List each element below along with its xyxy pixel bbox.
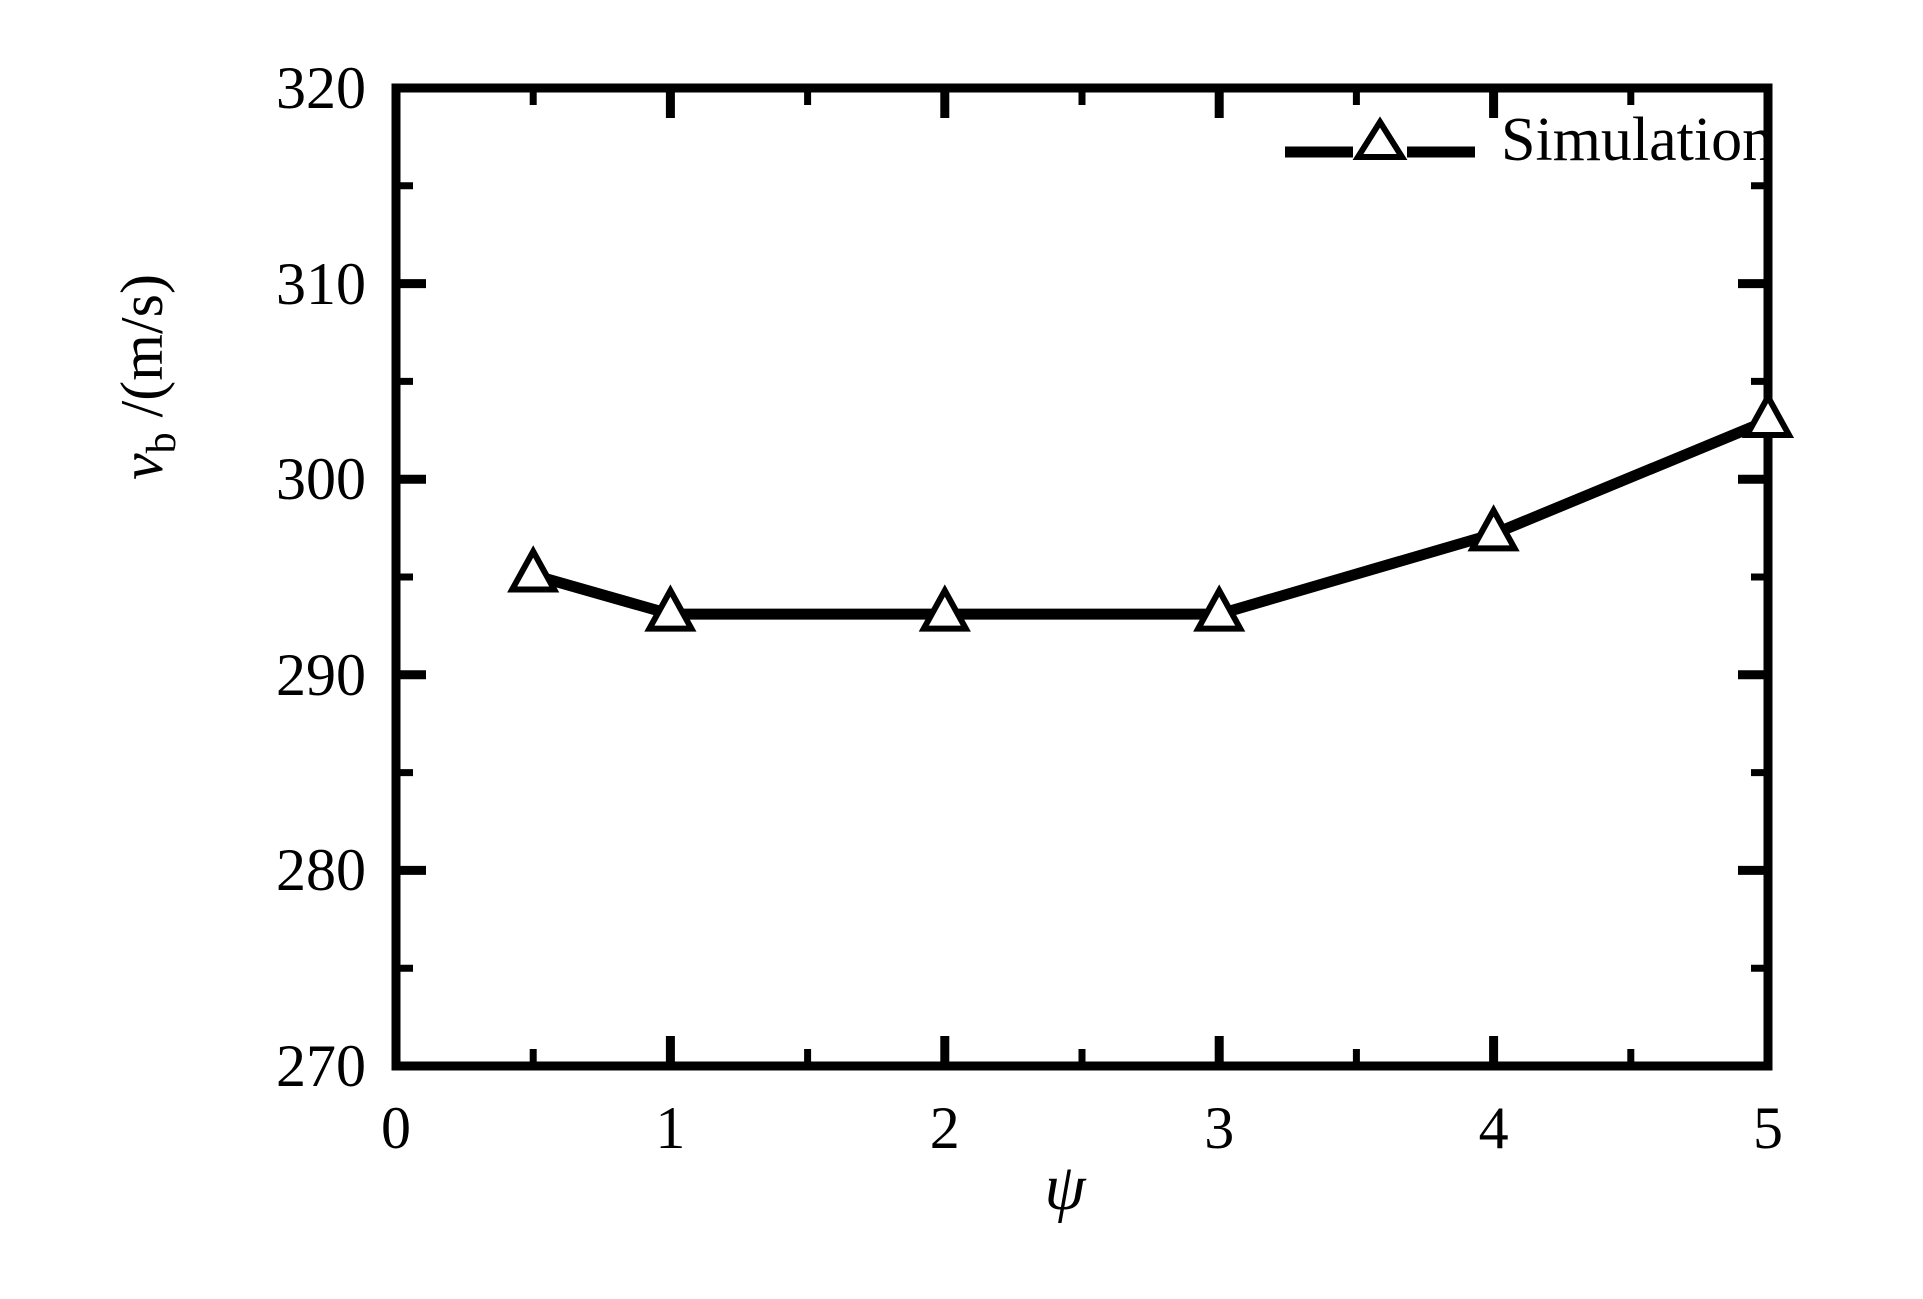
x-tick-label-4: 4 bbox=[1478, 1095, 1509, 1161]
data-point-marker bbox=[1193, 584, 1246, 632]
x-tick-label-3: 3 bbox=[1204, 1095, 1235, 1161]
data-point-marker bbox=[1467, 504, 1520, 552]
series-line-simulation bbox=[531, 415, 1771, 620]
y-axis-ticks bbox=[396, 83, 1768, 1071]
y-tick-label-310: 310 bbox=[276, 250, 366, 317]
y-axis-units: /(m/s) bbox=[109, 274, 175, 433]
y-axis-symbol: v bbox=[109, 453, 175, 480]
legend: Simulation bbox=[1285, 108, 1773, 172]
x-tick-label-5: 5 bbox=[1753, 1095, 1783, 1161]
x-axis-ticks bbox=[391, 88, 1773, 1066]
x-axis-title: ψ bbox=[1044, 1151, 1086, 1224]
y-tick-label-320: 320 bbox=[276, 55, 366, 121]
axes-border bbox=[391, 83, 1773, 1071]
x-tick-label-2: 2 bbox=[929, 1095, 960, 1161]
data-point-marker bbox=[507, 545, 560, 593]
data-series-simulation bbox=[507, 390, 1795, 632]
series-markers-simulation bbox=[507, 390, 1795, 632]
data-point-marker bbox=[1741, 390, 1795, 438]
data-point-marker bbox=[918, 584, 971, 632]
y-tick-label-280: 280 bbox=[276, 837, 366, 904]
data-point-marker bbox=[644, 584, 697, 632]
x-tick-label-0: 0 bbox=[381, 1095, 411, 1161]
plot-frame bbox=[391, 83, 1773, 1071]
legend-label-simulation: Simulation bbox=[1501, 106, 1774, 174]
y-tick-label-270: 270 bbox=[276, 1033, 366, 1099]
y-tick-label-300: 300 bbox=[276, 446, 366, 513]
y-axis-subscript: b bbox=[139, 432, 185, 454]
y-axis-title: vb /(m/s) bbox=[108, 274, 186, 480]
y-tick-label-290: 290 bbox=[276, 641, 366, 708]
x-tick-label-1: 1 bbox=[655, 1095, 686, 1161]
legend-marker-triangle-icon bbox=[1285, 116, 1475, 160]
